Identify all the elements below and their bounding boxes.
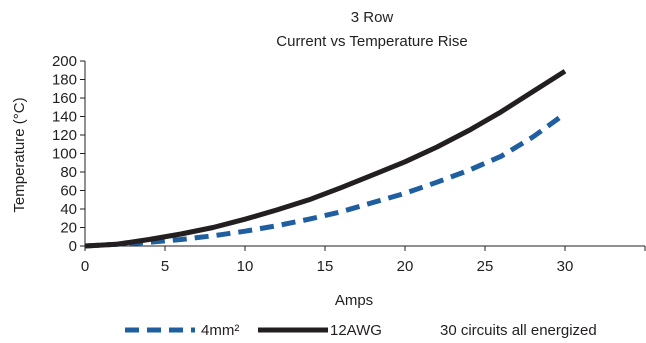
y-axis-label: Temperature (°C) (11, 97, 28, 212)
y-tick-label: 160 (52, 90, 77, 107)
series-layer (84, 69, 567, 249)
y-tick-label: 100 (52, 146, 77, 163)
x-axis-label: Amps (335, 292, 373, 309)
x-tick-label: 25 (477, 258, 494, 275)
y-tick-label: 60 (60, 183, 77, 200)
x-tick-label: 20 (397, 258, 414, 275)
axes (84, 61, 645, 247)
y-tick-label: 0 (69, 238, 77, 255)
legend: 4mm² 12AWG 30 circuits all energized (125, 322, 597, 339)
x-tick-label: 15 (317, 258, 334, 275)
chart-subtitle: Current vs Temperature Rise (276, 33, 467, 50)
legend-label-4mm2: 4mm² (201, 322, 239, 339)
x-axis-ticks: 0 5 10 15 20 25 30 (81, 246, 646, 275)
y-tick-label: 20 (60, 220, 77, 237)
y-tick-label: 140 (52, 109, 77, 126)
y-tick-label: 200 (52, 53, 77, 70)
x-tick-label: 30 (557, 258, 574, 275)
series-line-0 (84, 111, 567, 249)
chart-title: 3 Row (351, 9, 394, 26)
series-line-1 (84, 69, 567, 249)
legend-label-12awg: 12AWG (330, 322, 382, 339)
x-tick-label: 5 (161, 258, 169, 275)
y-tick-label: 120 (52, 127, 77, 144)
x-tick-label: 0 (81, 258, 89, 275)
y-tick-label: 80 (60, 164, 77, 181)
legend-annotation: 30 circuits all energized (440, 322, 597, 339)
y-tick-label: 40 (60, 201, 77, 218)
y-tick-label: 180 (52, 72, 77, 89)
x-tick-label: 10 (237, 258, 254, 275)
